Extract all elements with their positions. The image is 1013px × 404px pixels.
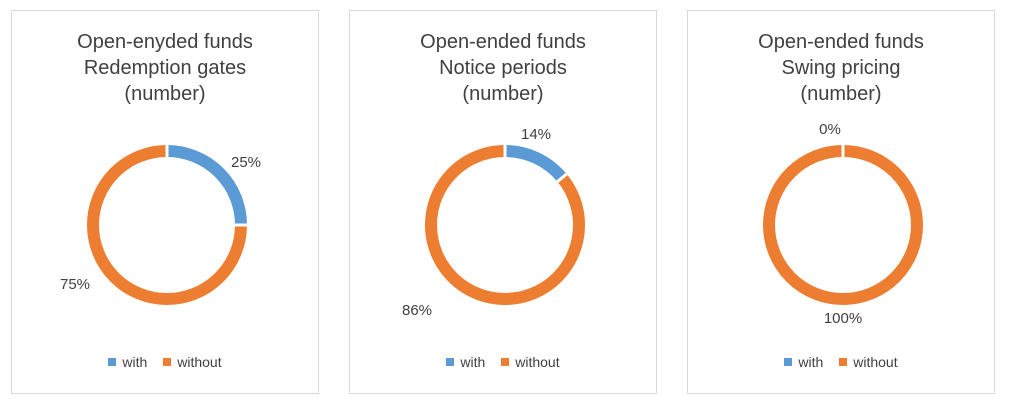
legend-swatch-with (108, 358, 117, 367)
chart-title-line-3: (number) (124, 83, 206, 105)
data-label-without: 86% (402, 302, 432, 319)
legend-swatch-without (839, 358, 848, 367)
legend-label-with: with (798, 354, 824, 370)
chart-title: Open-ended funds Swing pricing (number) (688, 29, 994, 107)
chart-title: Open-enyded funds Redemption gates (numb… (12, 29, 318, 107)
chart-title-line-1: Open-ended funds (420, 31, 586, 53)
legend-item-with: with (446, 354, 485, 370)
data-label-without: 100% (824, 310, 862, 327)
legend-swatch-with (446, 358, 455, 367)
legend-item-with: with (784, 354, 823, 370)
legend-swatch-without (163, 358, 172, 367)
chart-panel-redemption-gates: Open-enyded funds Redemption gates (numb… (11, 10, 319, 394)
legend-item-with: with (108, 354, 147, 370)
legend-label-without: without (853, 354, 898, 370)
chart-title-line-1: Open-enyded funds (77, 31, 253, 53)
donut-chart: 14% 86% (402, 126, 585, 319)
donut-slice-without (425, 145, 585, 305)
data-label-with: 0% (819, 121, 841, 138)
donut-slice-with (166, 145, 247, 226)
chart-panel-notice-periods: Open-ended funds Notice periods (number)… (349, 10, 657, 394)
chart-panel-swing-pricing: Open-ended funds Swing pricing (number) … (687, 10, 995, 394)
data-label-with: 14% (521, 126, 551, 143)
legend-label-without: without (515, 354, 560, 370)
legend-swatch-with (784, 358, 793, 367)
chart-title-line-3: (number) (462, 83, 544, 105)
donut-chart: 25% 75% (60, 144, 261, 305)
legend-label-without: without (177, 354, 222, 370)
donut-slice-without (87, 145, 247, 305)
chart-title-line-2: Notice periods (439, 57, 567, 79)
legend-item-without: without (839, 354, 898, 370)
data-label-with: 25% (231, 154, 261, 171)
data-label-without: 75% (60, 276, 90, 293)
chart-title-line-1: Open-ended funds (758, 31, 924, 53)
chart-legend: with without (350, 354, 656, 370)
legend-label-with: with (460, 354, 486, 370)
legend-item-without: without (163, 354, 222, 370)
legend-item-without: without (501, 354, 560, 370)
chart-title-line-2: Redemption gates (83, 57, 247, 79)
donut-slice-without (763, 145, 923, 305)
legend-label-with: with (122, 354, 148, 370)
chart-title-line-2: Swing pricing (781, 57, 901, 79)
chart-legend: with without (12, 354, 318, 370)
slice-separator (555, 172, 569, 184)
donut-slice-with (504, 145, 567, 182)
chart-title-line-3: (number) (800, 83, 882, 105)
legend-swatch-without (501, 358, 510, 367)
chart-legend: with without (688, 354, 994, 370)
chart-title: Open-ended funds Notice periods (number) (350, 29, 656, 107)
donut-chart: 0% 100% (763, 121, 923, 327)
